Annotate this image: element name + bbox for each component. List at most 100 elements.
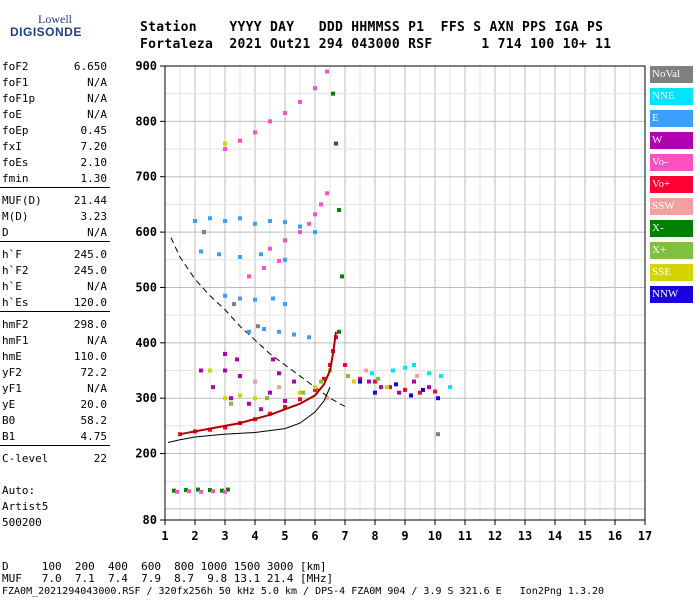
data-point — [187, 489, 191, 494]
data-point — [175, 489, 179, 494]
param-label: h`F2 — [2, 264, 29, 277]
param-label: MUF(D) — [2, 194, 42, 207]
data-point — [403, 365, 407, 370]
param-label: M(D) — [2, 210, 29, 223]
data-point — [373, 390, 377, 395]
data-point — [199, 368, 203, 373]
data-point — [283, 398, 287, 403]
data-point — [388, 385, 392, 390]
y-tick-label: 800 — [135, 114, 157, 128]
y-tick-label: 600 — [135, 225, 157, 239]
data-point — [238, 255, 242, 260]
x-tick-label: 7 — [341, 529, 348, 543]
param-label: foEs — [2, 156, 29, 169]
param-value: 72.2 — [80, 366, 108, 379]
data-point — [259, 252, 263, 257]
x-tick-label: 17 — [638, 529, 652, 543]
data-point — [298, 224, 302, 229]
auto-artist: Artist5 — [2, 500, 49, 513]
x-tick-label: 9 — [401, 529, 408, 543]
data-point — [334, 141, 338, 146]
data-point — [235, 357, 239, 362]
legend-item: SSW — [650, 198, 693, 215]
data-point — [337, 329, 341, 334]
data-point — [358, 379, 362, 384]
data-point — [256, 324, 260, 329]
data-point — [283, 220, 287, 225]
data-point — [325, 396, 329, 401]
data-point — [223, 489, 227, 494]
legend-item: Vo+ — [650, 176, 693, 193]
y-tick-label: 700 — [135, 170, 157, 184]
y-tick-label: 900 — [135, 59, 157, 73]
data-point — [283, 405, 287, 410]
x-tick-label: 1 — [161, 529, 168, 543]
footer-file-info: FZA0M_2021294043000.RSF / 320fx256h 50 k… — [2, 586, 605, 597]
data-point — [229, 401, 233, 406]
param-label: yE — [2, 398, 16, 411]
data-point — [370, 371, 374, 376]
param-value: N/A — [87, 92, 107, 105]
data-point — [271, 296, 275, 301]
param-label: B1 — [2, 430, 16, 443]
x-tick-label: 12 — [488, 529, 502, 543]
data-point — [238, 138, 242, 143]
data-point — [391, 368, 395, 373]
legend-item: NNE — [650, 88, 693, 105]
param-value: 120.0 — [73, 296, 107, 309]
param-label: fmin — [2, 172, 29, 185]
x-tick-label: 3 — [221, 529, 228, 543]
param-value: 7.20 — [80, 140, 108, 153]
electron-density-profile — [167, 386, 331, 443]
y-tick-label: 300 — [135, 391, 157, 405]
data-point — [313, 230, 317, 235]
data-point — [364, 368, 368, 373]
data-point — [238, 216, 242, 221]
data-point — [247, 329, 251, 334]
data-point — [343, 362, 347, 367]
param-label: yF2 — [2, 366, 22, 379]
data-point — [385, 385, 389, 390]
data-point — [268, 246, 272, 251]
data-point — [313, 86, 317, 91]
param-value: N/A — [87, 382, 107, 395]
data-point — [319, 202, 323, 207]
data-point — [268, 119, 272, 124]
data-point — [376, 376, 380, 381]
data-point — [337, 207, 341, 212]
data-point — [238, 296, 242, 301]
param-separator — [0, 241, 110, 242]
param-label: hmF1 — [2, 334, 29, 347]
data-point — [259, 407, 263, 412]
data-point — [325, 191, 329, 196]
data-point — [448, 385, 452, 390]
data-point — [352, 379, 356, 384]
x-tick-label: 14 — [548, 529, 562, 543]
x-tick-label: 4 — [251, 529, 258, 543]
legend-item: X- — [650, 220, 693, 237]
data-point — [283, 257, 287, 262]
legend-item: X+ — [650, 242, 693, 259]
param-value: 1.30 — [80, 172, 108, 185]
f2-trace-line — [179, 331, 337, 436]
data-point — [208, 427, 212, 432]
param-separator — [0, 311, 110, 312]
x-tick-label: 10 — [428, 529, 442, 543]
data-point — [211, 385, 215, 390]
param-label: foF1p — [2, 92, 36, 105]
header-line-2: Fortaleza 2021 Out21 294 043000 RSF 1 71… — [140, 37, 612, 52]
data-point — [223, 293, 227, 298]
data-point — [262, 326, 266, 331]
data-point — [247, 274, 251, 279]
data-point — [277, 329, 281, 334]
data-point — [223, 425, 227, 430]
data-point — [193, 219, 197, 224]
data-point — [223, 147, 227, 152]
param-label: hmE — [2, 350, 22, 363]
legend-item: SSE — [650, 264, 693, 281]
param-label: foE — [2, 108, 22, 121]
param-value: N/A — [87, 334, 107, 347]
data-point — [232, 302, 236, 307]
data-point — [247, 401, 251, 406]
data-point — [436, 432, 440, 437]
